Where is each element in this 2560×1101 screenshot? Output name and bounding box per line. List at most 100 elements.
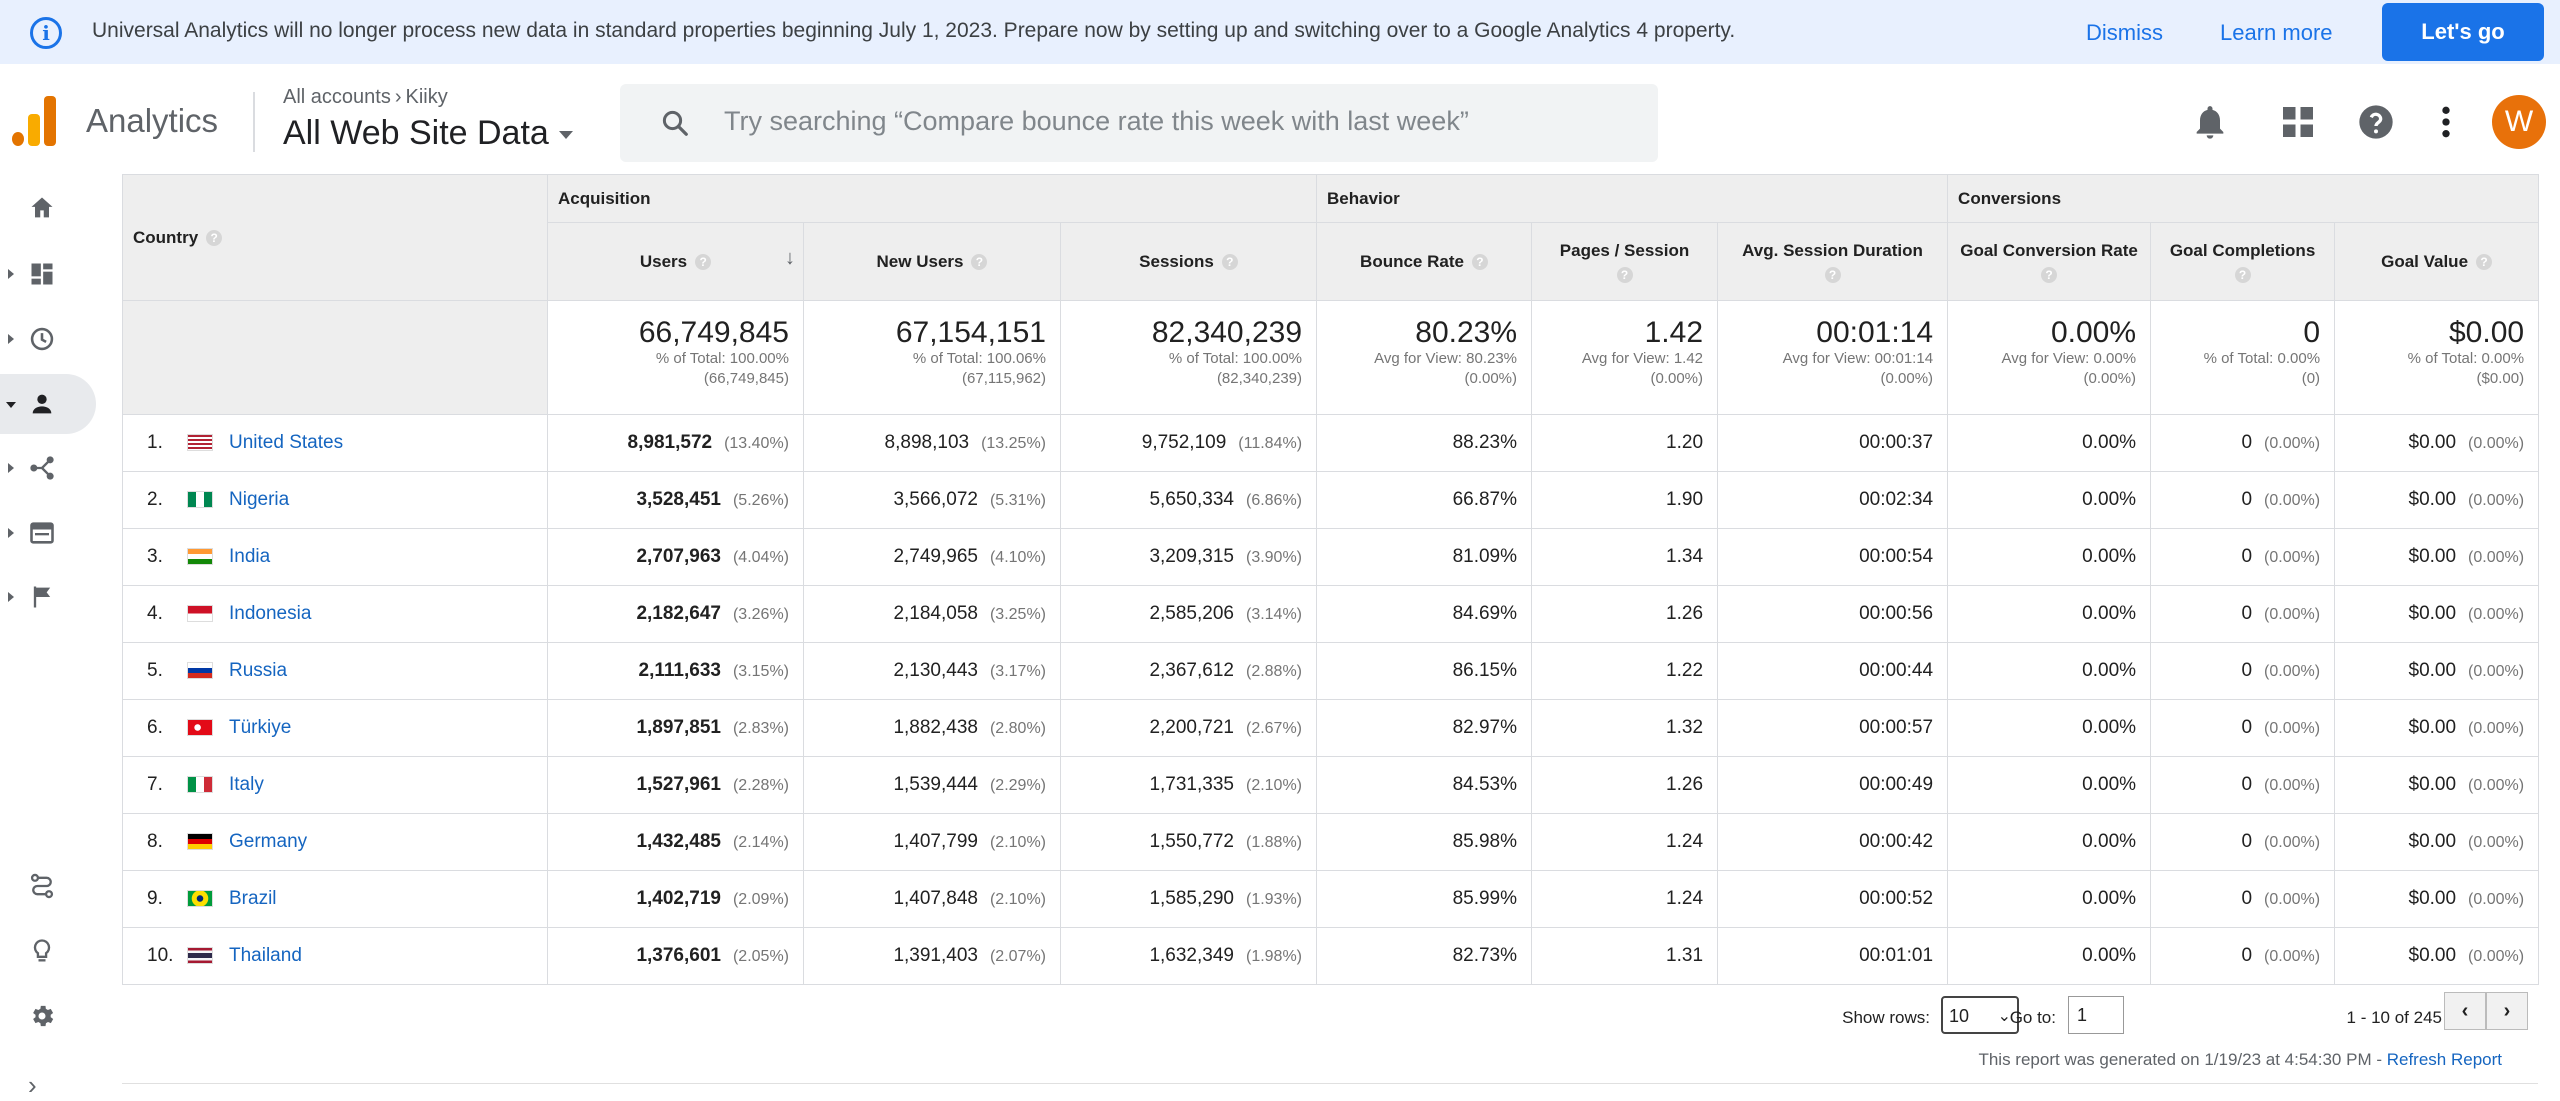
help-icon[interactable]	[2356, 102, 2396, 142]
country-link[interactable]: Italy	[229, 774, 264, 795]
users-header-label: Users	[639, 251, 688, 271]
lets-go-button[interactable]: Let's go	[2382, 3, 2544, 61]
help-icon[interactable]: ?	[206, 230, 223, 247]
nav-conversions[interactable]	[0, 567, 96, 627]
goal-value-column-header[interactable]: Goal Value?	[2334, 222, 2540, 301]
expand-nav-icon[interactable]: ›	[28, 1070, 37, 1100]
nav-discover[interactable]	[0, 921, 96, 981]
avatar[interactable]: W	[2492, 95, 2546, 149]
row-rank: 8.	[147, 831, 163, 852]
help-icon[interactable]: ?	[2476, 254, 2493, 271]
country-cell: 7. Italy	[122, 756, 548, 814]
bounce-rate-cell: 82.97%	[1316, 699, 1533, 757]
help-icon[interactable]: ?	[2234, 266, 2251, 283]
sort-desc-icon[interactable]: ↓	[785, 247, 795, 269]
prev-page-button[interactable]: ‹	[2444, 992, 2486, 1030]
breadcrumb-all-accounts[interactable]: All accounts	[283, 86, 391, 108]
sessions-percent: (1.88%)	[1245, 834, 1303, 851]
new-users-cell: 3,566,072 (5.31%)	[803, 471, 1061, 529]
country-column-header[interactable]: Country?	[122, 174, 548, 301]
next-page-button[interactable]: ›	[2486, 992, 2528, 1030]
more-vert-icon[interactable]	[2426, 102, 2466, 142]
property-name: All Web Site Data	[283, 114, 549, 152]
goal-completions-value: 0	[2241, 717, 2253, 738]
help-icon[interactable]: ?	[971, 254, 988, 271]
help-icon[interactable]: ?	[2041, 266, 2058, 283]
goal-conv-rate-column-header[interactable]: Goal Conversion Rate?	[1947, 222, 2152, 301]
goal-value-value: $0.00	[2408, 660, 2457, 681]
users-value: 1,527,961	[636, 774, 721, 795]
total-subtext: Avg for View: 00:01:14	[1782, 350, 1934, 367]
country-link[interactable]: Russia	[229, 660, 288, 681]
breadcrumb-account[interactable]: Kiiky	[405, 86, 448, 108]
bounce-rate-column-header[interactable]: Bounce Rate?	[1316, 222, 1533, 301]
users-column-header[interactable]: Users? ↓	[547, 222, 804, 301]
goal-conv-rate-cell: 0.00%	[1947, 471, 2152, 529]
country-link[interactable]: Germany	[229, 831, 308, 852]
sessions-value: 2,585,206	[1149, 603, 1234, 624]
help-icon[interactable]: ?	[1221, 254, 1238, 271]
search-bar[interactable]: Try searching “Compare bounce rate this …	[620, 84, 1658, 162]
sessions-cell: 2,367,612 (2.88%)	[1059, 642, 1318, 700]
chevron-down-icon: ⌄	[1997, 1008, 2011, 1025]
pages-session-cell: 1.32	[1531, 699, 1719, 757]
goto-input[interactable]: 1	[2068, 996, 2124, 1034]
nav-audience[interactable]	[0, 374, 96, 434]
info-icon: i	[30, 17, 62, 49]
table-row: 6. Türkiye 1,897,851 (2.83%) 1,882,438 (2.80%…	[122, 699, 2540, 757]
nav-customization[interactable]	[0, 244, 96, 304]
country-link[interactable]: Türkiye	[229, 717, 292, 738]
pages-session-header-label: Pages / Session	[1559, 240, 1690, 260]
new-users-cell: 1,407,799 (2.10%)	[803, 813, 1061, 871]
help-icon[interactable]: ?	[1471, 254, 1488, 271]
avg-duration-cell: 00:00:42	[1717, 813, 1949, 871]
avg-duration-column-header[interactable]: Avg. Session Duration?	[1717, 222, 1949, 301]
users-value: 1,402,719	[636, 888, 721, 909]
analytics-logo-icon[interactable]	[12, 96, 58, 146]
show-rows-select[interactable]: 10 ⌄	[1941, 996, 2019, 1034]
country-link[interactable]: Thailand	[229, 945, 302, 966]
nav-attribution[interactable]	[0, 856, 96, 916]
sessions-column-header[interactable]: Sessions?	[1059, 222, 1318, 301]
bell-icon[interactable]	[2190, 102, 2230, 142]
total-subtext: (0.00%)	[1650, 370, 1704, 387]
country-link[interactable]: India	[229, 546, 271, 567]
nav-realtime[interactable]	[0, 309, 96, 369]
help-icon[interactable]: ?	[1824, 266, 1841, 283]
sessions-value: 2,200,721	[1149, 717, 1234, 738]
nav-behavior[interactable]	[0, 503, 96, 563]
property-selector[interactable]: All Web Site Data	[283, 114, 573, 153]
country-cell: 3. India	[122, 528, 548, 586]
new-users-column-header[interactable]: New Users?	[803, 222, 1061, 301]
users-value: 1,897,851	[636, 717, 721, 738]
goal-completions-column-header[interactable]: Goal Completions?	[2150, 222, 2336, 301]
country-cell: 5. Russia	[122, 642, 548, 700]
new-users-cell: 1,407,848 (2.10%)	[803, 870, 1061, 928]
country-link[interactable]: Indonesia	[229, 603, 312, 624]
total-subtext: ($0.00)	[2476, 370, 2525, 387]
total-avg-duration: 00:01:14 Avg for View: 00:01:14 (0.00%)	[1717, 300, 1949, 415]
goal-value-percent: (0.00%)	[2468, 435, 2525, 452]
goal-value-value: $0.00	[2408, 603, 2457, 624]
chevron-right-icon: ›	[394, 86, 402, 108]
nav-admin[interactable]	[0, 986, 96, 1046]
goal-value-value: $0.00	[2408, 546, 2457, 567]
pages-session-column-header[interactable]: Pages / Session?	[1531, 222, 1719, 301]
apps-grid-icon[interactable]	[2278, 102, 2318, 142]
breadcrumb[interactable]: All accounts › Kiiky	[283, 86, 448, 109]
help-icon[interactable]: ?	[1616, 266, 1633, 283]
help-icon[interactable]: ?	[695, 254, 712, 271]
nav-home[interactable]	[0, 178, 96, 238]
learn-more-link[interactable]: Learn more	[2220, 20, 2333, 45]
new-users-value: 2,749,965	[893, 546, 978, 567]
refresh-report-link[interactable]: Refresh Report	[2386, 1050, 2502, 1069]
nav-acquisition[interactable]	[0, 438, 96, 498]
goal-value-cell: $0.00 (0.00%)	[2334, 528, 2540, 586]
sessions-percent: (11.84%)	[1238, 435, 1303, 452]
expand-arrow-icon	[8, 528, 14, 538]
dismiss-link[interactable]: Dismiss	[2086, 20, 2163, 45]
goal-completions-value: 0	[2241, 774, 2253, 795]
country-link[interactable]: United States	[229, 432, 344, 453]
country-link[interactable]: Nigeria	[229, 489, 290, 510]
country-link[interactable]: Brazil	[229, 888, 277, 909]
